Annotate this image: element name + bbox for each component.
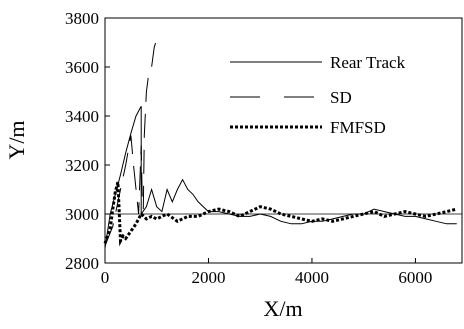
y-tick-label: 3400 bbox=[65, 107, 99, 126]
series-group bbox=[103, 42, 462, 249]
series-line-sd bbox=[104, 42, 157, 246]
tick-group: 0 2000 4000 6000 2800 3000 3200 3400 3600 3800 bbox=[65, 9, 432, 287]
x-tick-label: 2000 bbox=[191, 268, 225, 287]
series-line-fmfsd bbox=[103, 181, 458, 247]
x-tick-label: 4000 bbox=[295, 268, 329, 287]
y-tick-label: 3800 bbox=[65, 9, 99, 28]
y-tick-label: 3200 bbox=[65, 156, 99, 175]
legend-label-fmfsd: FMFSD bbox=[330, 118, 386, 137]
y-tick-label: 3600 bbox=[65, 58, 99, 77]
y-axis-label: Y/m bbox=[4, 120, 29, 159]
x-tick-label: 0 bbox=[101, 268, 110, 287]
x-axis-label: X/m bbox=[263, 296, 302, 321]
plot-frame bbox=[104, 17, 463, 264]
x-tick-label: 6000 bbox=[398, 268, 432, 287]
legend-background bbox=[222, 45, 440, 140]
y-tick-label: 2800 bbox=[65, 254, 99, 273]
legend-label-rear-track: Rear Track bbox=[330, 53, 406, 72]
legend: Rear Track SD FMFSD bbox=[222, 45, 440, 140]
y-tick-label: 3000 bbox=[65, 205, 99, 224]
legend-label-sd: SD bbox=[330, 88, 352, 107]
